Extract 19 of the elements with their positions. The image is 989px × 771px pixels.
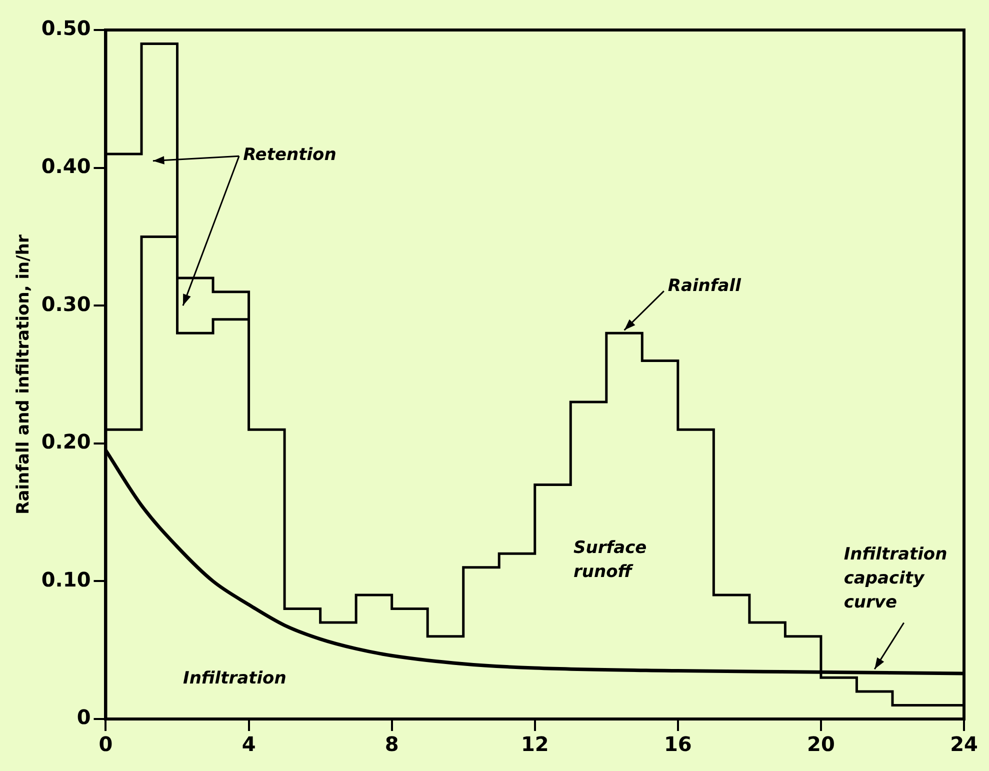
y-tick-label: 0.50: [41, 16, 91, 40]
y-tick-label: 0: [76, 705, 91, 730]
x-tick-label: 24: [950, 732, 978, 756]
x-tick-label: 0: [98, 732, 113, 756]
y-axis-title: Rainfall and infiltration, in/hr: [14, 234, 34, 514]
y-tick-label: 0.10: [41, 567, 91, 592]
y-tick-label: 0.40: [41, 154, 91, 178]
annotation: Surface runoff: [573, 538, 647, 582]
y-tick-label: 0.20: [41, 430, 91, 454]
x-tick-label: 4: [242, 732, 256, 756]
x-tick-label: 8: [384, 732, 399, 756]
annotation: Retention: [243, 145, 336, 166]
y-tick-label: 0.30: [41, 292, 91, 316]
x-tick-label: 20: [807, 732, 835, 756]
x-tick-label: 16: [664, 732, 692, 756]
annotation: Rainfall: [668, 276, 742, 296]
annotation: Infiltration capacity curve: [844, 544, 948, 613]
annotation: Infiltration: [182, 668, 286, 689]
x-tick-label: 12: [520, 732, 549, 756]
